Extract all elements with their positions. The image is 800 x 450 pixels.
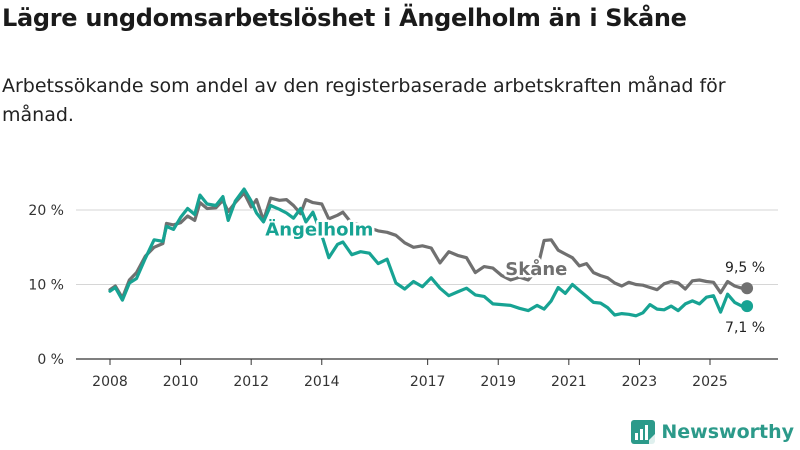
end-value-angelholm: 7,1 % bbox=[725, 320, 765, 336]
y-tick-label: 20 % bbox=[28, 203, 64, 219]
x-tick-label: 2014 bbox=[304, 374, 340, 390]
x-tick-label: 2023 bbox=[622, 374, 658, 390]
end-value-skane: 9,5 % bbox=[725, 260, 765, 276]
end-point-angelholm bbox=[741, 300, 754, 313]
x-tick-label: 2012 bbox=[233, 374, 269, 390]
series-label-angelholm: Ängelholm bbox=[265, 218, 373, 240]
brand-name: Newsworthy bbox=[661, 421, 794, 443]
chart-subtitle: Arbetssökande som andel av den registerb… bbox=[2, 75, 726, 126]
y-tick-label: 0 % bbox=[37, 352, 64, 368]
x-tick-label: 2025 bbox=[692, 374, 728, 390]
series-line-skane bbox=[108, 191, 749, 300]
x-tick-label: 2017 bbox=[410, 374, 446, 390]
chart-title: Lägre ungdomsarbetslöshet i Ängelholm än… bbox=[2, 4, 687, 32]
series-line-angelholm bbox=[108, 187, 749, 318]
newsworthy-logo: Newsworthy bbox=[631, 420, 794, 444]
end-point-skane bbox=[741, 282, 754, 295]
x-tick-label: 2019 bbox=[480, 374, 516, 390]
y-tick-label: 10 % bbox=[28, 278, 64, 294]
series-lines bbox=[108, 187, 754, 318]
x-tick-label: 2010 bbox=[163, 374, 199, 390]
gridlines bbox=[76, 209, 778, 360]
series-label-skane: Skåne bbox=[505, 258, 567, 280]
axes: 0 % 10 % 20 % 2008 2010 2012 2014 2017 2019 2021 2… bbox=[28, 203, 727, 390]
series-labels: Skåne Ängelholm 9,5 % 7,1 % bbox=[263, 216, 767, 338]
bar-chart-icon bbox=[631, 420, 656, 444]
x-tick-label: 2008 bbox=[92, 374, 128, 390]
x-tick-label: 2021 bbox=[551, 374, 587, 390]
